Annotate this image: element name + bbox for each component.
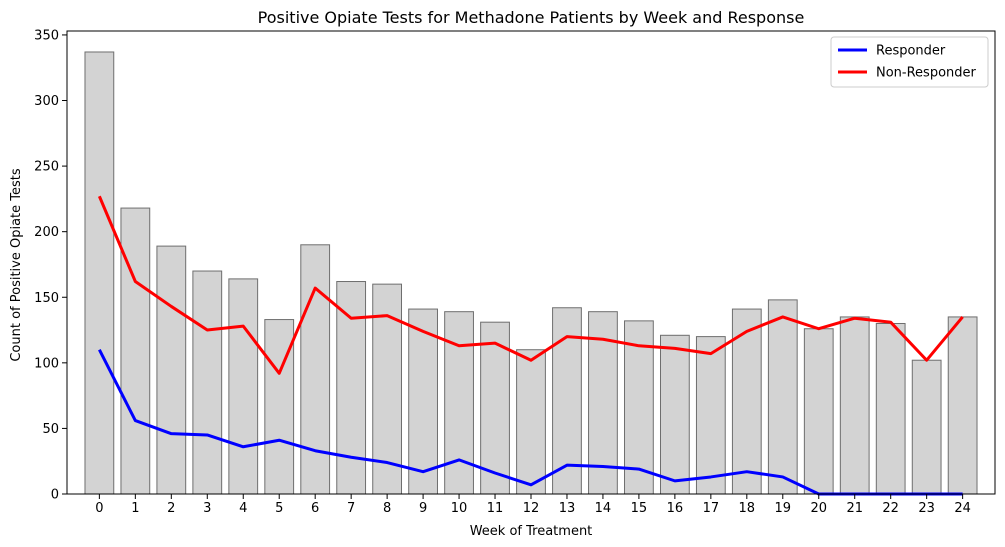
axes-layer: 0 1 2 3 4 5 6 7 8 9 10 11 12 13 14 15 16 17 18 19 20 21 22 23 24… <box>34 28 996 516</box>
y-tick-label: 100 <box>34 356 59 371</box>
bar-week-0 <box>84 51 115 495</box>
y-tick-label: 300 <box>34 94 59 109</box>
x-tick-label: 8 <box>383 501 391 516</box>
x-tick-label: 16 <box>667 501 684 516</box>
bar-week-17 <box>695 336 726 495</box>
x-tick-label: 11 <box>487 501 504 516</box>
x-axis-title: Week of Treatment <box>470 524 593 539</box>
x-tick-label: 10 <box>451 501 468 516</box>
y-tick-label: 50 <box>42 422 59 437</box>
bar-week-18 <box>731 308 762 495</box>
y-tick-label: 250 <box>34 160 59 175</box>
chart-title: Positive Opiate Tests for Methadone Pati… <box>258 8 805 27</box>
x-tick-label: 7 <box>347 501 355 516</box>
y-axis-title: Count of Positive Opiate Tests <box>9 168 24 362</box>
x-tick-label: 22 <box>882 501 899 516</box>
bar-week-24 <box>947 316 978 495</box>
legend-label: Responder <box>876 44 946 59</box>
legend-box <box>830 36 989 88</box>
series-line-non-responder <box>97 195 964 375</box>
y-tick-label: 350 <box>34 28 59 43</box>
x-tick-label: 14 <box>595 501 612 516</box>
x-tick-label: 15 <box>631 501 648 516</box>
x-tick-label: 6 <box>311 501 319 516</box>
x-tick-label: 2 <box>167 501 175 516</box>
x-tick-label: 17 <box>703 501 720 516</box>
bar-week-11 <box>480 321 510 495</box>
bar-week-2 <box>156 245 187 495</box>
x-tick-label: 24 <box>954 501 971 516</box>
y-tick-label: 150 <box>34 291 59 306</box>
x-tick-label: 12 <box>523 501 540 516</box>
x-tick-label: 1 <box>131 501 139 516</box>
x-tick-label: 20 <box>810 501 827 516</box>
bar-week-12 <box>516 349 546 495</box>
bar-week-20 <box>803 328 834 495</box>
y-tick-label: 200 <box>34 225 59 240</box>
bar-week-9 <box>408 308 438 495</box>
x-tick-label: 3 <box>203 501 211 516</box>
bar-week-4 <box>228 278 259 495</box>
x-tick-label: 4 <box>239 501 247 516</box>
x-tick-label: 5 <box>275 501 283 516</box>
x-tick-label: 23 <box>918 501 935 516</box>
x-tick-label: 9 <box>419 501 427 516</box>
bar-week-23 <box>911 359 942 495</box>
legend: Responder Non-Responder <box>830 36 989 88</box>
x-tick-label: 0 <box>95 501 103 516</box>
bar-week-6 <box>300 244 331 495</box>
x-tick-label: 19 <box>775 501 792 516</box>
bar-week-10 <box>444 311 474 495</box>
legend-label: Non-Responder <box>876 66 977 81</box>
y-tick-label: 0 <box>51 488 59 503</box>
bars-layer <box>84 51 978 495</box>
bar-week-22 <box>875 322 906 495</box>
x-tick-label: 21 <box>846 501 863 516</box>
bar-week-7 <box>336 281 367 495</box>
x-tick-label: 13 <box>559 501 576 516</box>
x-tick-label: 18 <box>739 501 756 516</box>
bar-week-16 <box>659 334 690 495</box>
bar-week-1 <box>120 207 151 495</box>
bar-week-21 <box>839 316 870 495</box>
bar-week-3 <box>192 270 223 495</box>
bar-week-19 <box>767 299 798 495</box>
